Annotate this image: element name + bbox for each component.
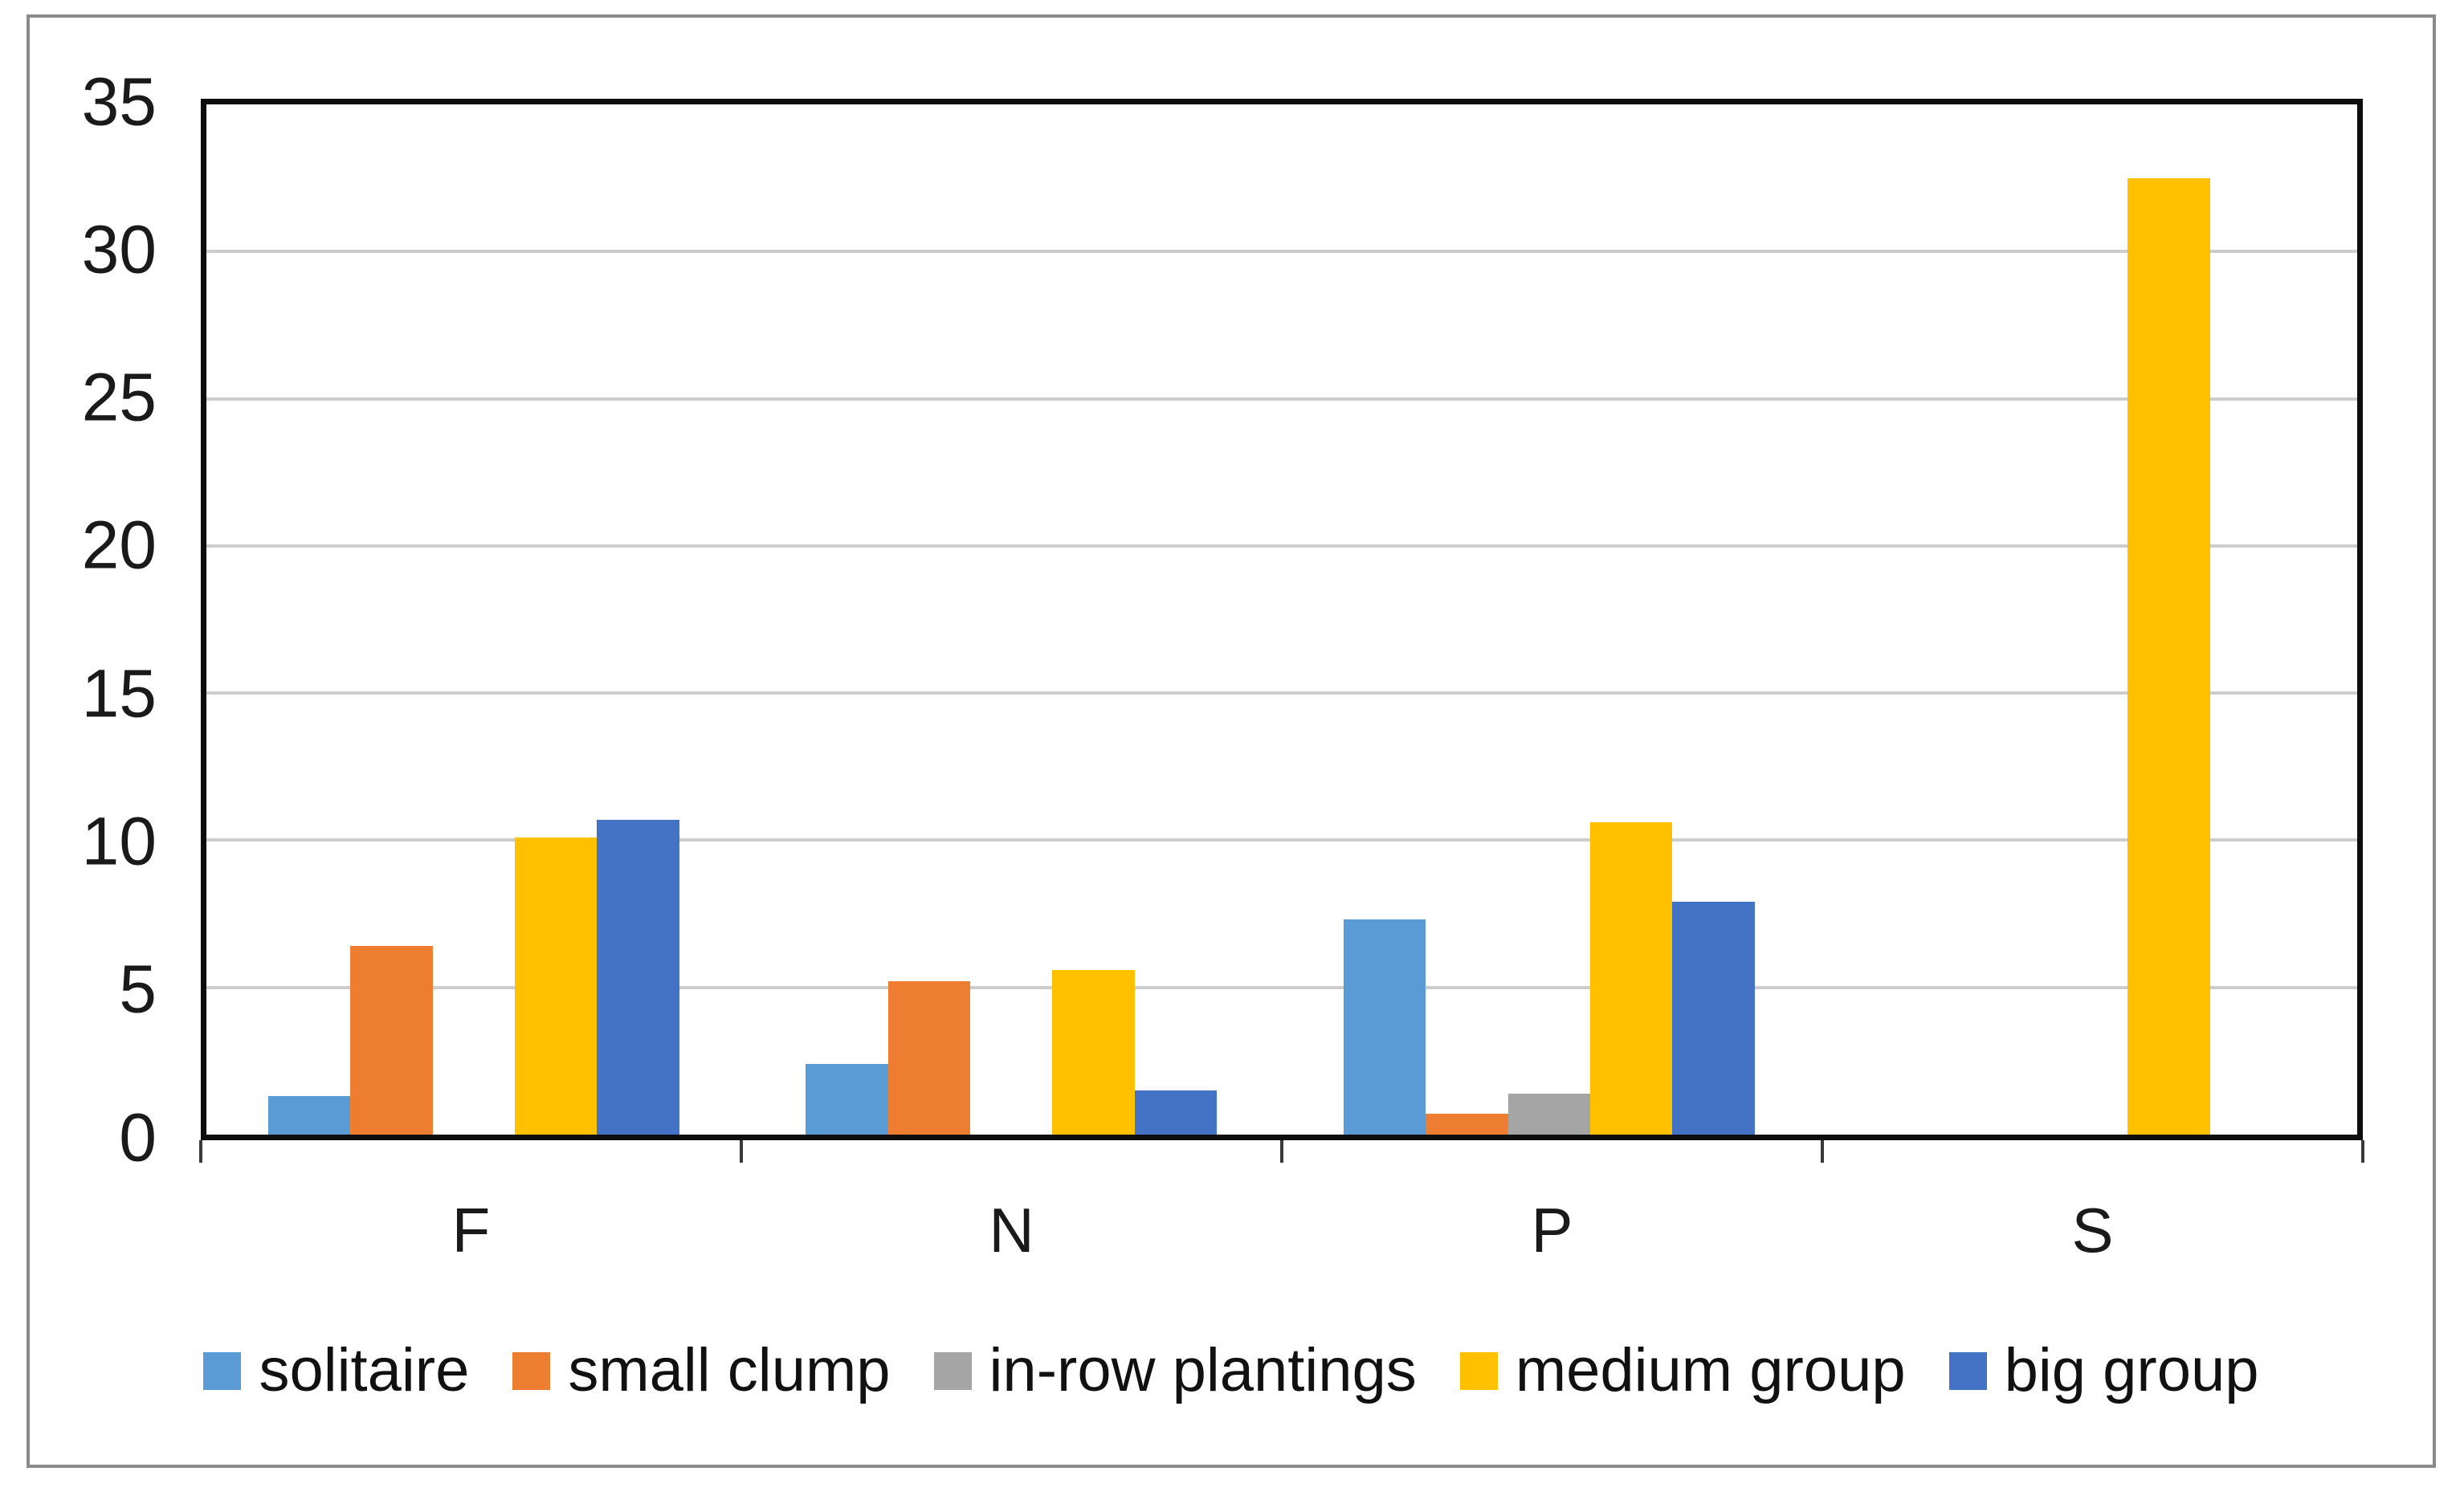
x-axis-tick-0 xyxy=(199,1140,202,1163)
bar-P-medium-group xyxy=(1589,822,1673,1135)
bar-P-solitaire xyxy=(1343,919,1426,1135)
legend-label: solitaire xyxy=(259,1336,470,1404)
legend-label: big group xyxy=(2004,1336,2259,1404)
y-tick-label-20: 20 xyxy=(81,507,157,583)
gridline-y-25 xyxy=(206,397,2357,401)
bar-P-in-row-plantings xyxy=(1507,1093,1590,1135)
bar-N-solitaire xyxy=(806,1064,888,1135)
legend-item-in-row-plantings: in-row plantings xyxy=(933,1336,1417,1404)
bar-F-solitaire xyxy=(267,1096,351,1135)
bar-N-medium-group xyxy=(1052,969,1135,1135)
bar-N-small-clump xyxy=(887,981,971,1135)
legend-swatch-icon xyxy=(203,1351,242,1390)
legend-item-big-group: big group xyxy=(1948,1336,2259,1404)
legend-label: in-row plantings xyxy=(989,1336,1417,1404)
y-tick-label-25: 25 xyxy=(81,359,157,435)
y-tick-label-15: 15 xyxy=(81,655,157,732)
x-axis-tick-3 xyxy=(1821,1140,1824,1163)
plot-inner xyxy=(206,104,2357,1135)
y-tick-label-30: 30 xyxy=(81,211,157,287)
x-tick-label-S: S xyxy=(2071,1195,2114,1265)
gridline-y-15 xyxy=(206,691,2357,695)
x-axis-tick-1 xyxy=(740,1140,743,1163)
y-tick-label-5: 5 xyxy=(119,951,157,1027)
plot-area xyxy=(201,99,2363,1140)
legend-swatch-icon xyxy=(512,1351,551,1390)
category-group-P xyxy=(1282,104,1820,1135)
bar-F-big-group xyxy=(597,819,679,1135)
legend-label: medium group xyxy=(1515,1336,1906,1404)
gridline-y-30 xyxy=(206,250,2357,254)
bar-P-big-group xyxy=(1672,902,1755,1135)
gridline-y-5 xyxy=(206,985,2357,989)
bar-N-big-group xyxy=(1134,1090,1218,1135)
x-tick-label-F: F xyxy=(451,1195,491,1265)
x-axis-tick-4 xyxy=(2361,1140,2364,1163)
legend-label: small clump xyxy=(568,1336,891,1404)
bar-F-small-clump xyxy=(350,946,433,1135)
category-group-S xyxy=(1820,104,2358,1135)
y-tick-label-10: 10 xyxy=(81,803,157,879)
legend-item-solitaire: solitaire xyxy=(203,1340,469,1401)
x-tick-label-P: P xyxy=(1531,1195,1573,1265)
legend-swatch-icon xyxy=(933,1351,972,1390)
legend-swatch-icon xyxy=(1948,1351,1987,1390)
legend-item-small-clump: small clump xyxy=(512,1336,891,1404)
y-tick-label-35: 35 xyxy=(81,63,157,139)
gridline-y-10 xyxy=(206,838,2357,842)
x-tick-label-N: N xyxy=(989,1195,1034,1265)
gridline-y-20 xyxy=(206,544,2357,548)
legend-item-medium-group: medium group xyxy=(1459,1336,1906,1404)
category-group-N xyxy=(745,104,1283,1135)
legend: solitaire small clump in-row plantings medi… xyxy=(27,1335,2436,1407)
legend-swatch-icon xyxy=(1459,1351,1498,1390)
category-group-F xyxy=(206,104,745,1135)
bar-P-small-clump xyxy=(1426,1114,1508,1135)
y-tick-label-0: 0 xyxy=(119,1099,157,1175)
x-axis-tick-2 xyxy=(1280,1140,1283,1163)
bar-S-medium-group xyxy=(2127,177,2210,1135)
bar-F-medium-group xyxy=(514,837,598,1135)
